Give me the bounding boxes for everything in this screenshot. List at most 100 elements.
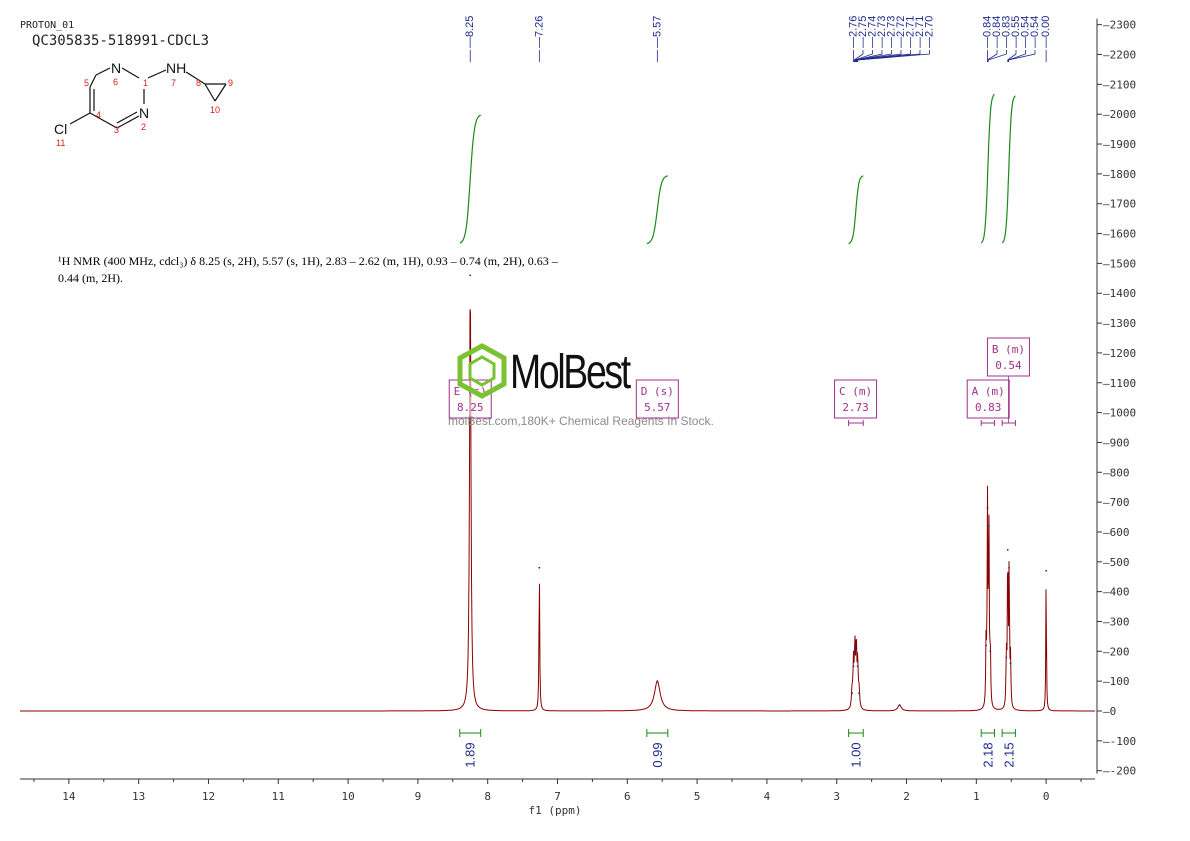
peak-top-2 — [656, 680, 659, 683]
peak-top-6 — [855, 647, 858, 650]
multiplet-label-2: C (m) — [839, 385, 872, 398]
molbest-logo-icon — [457, 343, 507, 399]
y-tick-label-4: —200 — [1103, 645, 1130, 658]
integral-curve-3 — [980, 93, 995, 244]
y-tick-label-20: —1800 — [1103, 168, 1136, 181]
peak-label-connector-7 — [855, 50, 892, 62]
atom-nh7: NH — [166, 60, 186, 76]
peak-top-13 — [989, 650, 992, 653]
y-tick-label-21: —1900 — [1103, 138, 1136, 151]
peak-label-8: —2.72 — [895, 16, 907, 48]
x-tick-label-4: 10 — [341, 790, 354, 803]
peak-top-12 — [987, 525, 990, 527]
multiplet-box-1 — [635, 379, 679, 419]
x-tick-label-1: 13 — [132, 790, 145, 803]
x-tick-label-9: 5 — [694, 790, 701, 803]
peak-top-16 — [1008, 566, 1011, 569]
peak-label-15: —0.55 — [1010, 16, 1022, 48]
y-tick-label-25: —2300 — [1103, 19, 1136, 32]
y-tick-label-24: —2200 — [1103, 49, 1136, 62]
peak-label-13: —0.84 — [991, 16, 1003, 48]
peak-label-connector-16 — [1008, 50, 1026, 62]
integration-bars: 1.89 0.99 1.00 2.18 2.15 — [459, 729, 1016, 768]
peak-label-connector-13 — [987, 50, 998, 62]
y-tick-label-5: —300 — [1103, 615, 1130, 628]
x-tick-label-12: 2 — [903, 790, 910, 803]
atom-number-8: 8 — [196, 78, 201, 88]
y-tick-label-0: —-200 — [1103, 765, 1136, 778]
y-tick-label-10: —800 — [1103, 466, 1130, 479]
y-tick-label-1: —-100 — [1103, 735, 1136, 748]
multiplet-shift-3: 0.83 — [975, 401, 1002, 414]
y-tick-label-7: —500 — [1103, 556, 1130, 569]
integral-curve-1 — [646, 175, 668, 245]
peak-top-7 — [856, 665, 859, 668]
peak-label-connector-10 — [856, 50, 921, 62]
y-tick-label-17: —1500 — [1103, 257, 1136, 270]
x-tick-label-8: 6 — [624, 790, 631, 803]
spectrum-line — [20, 309, 1095, 712]
y-tick-label-11: —900 — [1103, 436, 1130, 449]
watermark-tagline: molBest.com,180K+ Chemical Reagents In S… — [448, 414, 714, 428]
atom-n2: N — [139, 105, 149, 121]
x-tick-label-2: 12 — [202, 790, 215, 803]
peak-top-5 — [853, 650, 856, 653]
x-tick-label-13: 1 — [973, 790, 980, 803]
integration-value-0: 1.89 — [463, 742, 478, 767]
peak-label-17: —0.54 — [1029, 16, 1041, 48]
y-tick-label-2: —0 — [1103, 705, 1116, 718]
atom-number-3: 3 — [114, 125, 119, 135]
peak-top-14 — [1005, 656, 1008, 659]
x-tick-label-5: 9 — [415, 790, 422, 803]
atom-number-7: 7 — [171, 78, 176, 88]
integral-curve-2 — [848, 175, 864, 245]
y-tick-label-19: —1700 — [1103, 198, 1136, 211]
peak-label-14: —0.83 — [1001, 16, 1013, 48]
y-tick-label-15: —1300 — [1103, 317, 1136, 330]
atom-number-10: 10 — [210, 105, 220, 115]
peak-top-17 — [1009, 662, 1012, 665]
peak-label-16: —0.54 — [1020, 16, 1032, 48]
integration-value-3: 2.18 — [980, 742, 995, 767]
x-axis: 14 13 12 11 10 9 8 7 6 5 4 3 2 1 0 — [20, 778, 1095, 803]
integration-value-2: 1.00 — [848, 742, 863, 767]
x-tick-label-6: 8 — [484, 790, 491, 803]
peak-label-connector-14 — [987, 50, 1007, 62]
spectrum-layer — [20, 274, 1095, 712]
x-tick-label-7: 7 — [554, 790, 561, 803]
x-tick-label-14: 0 — [1043, 790, 1050, 803]
sample-name: QC305835-518991-CDCL3 — [32, 33, 210, 49]
peak-top-10 — [985, 644, 988, 647]
atom-cl11: Cl — [54, 121, 67, 137]
peak-labels: —8.25 —7.26 —5.57 —2.76—2.75—2.74—2.73—2.73… — [464, 16, 1052, 62]
peak-label-2: —5.57 — [651, 16, 663, 48]
x-tick-label-11: 3 — [833, 790, 840, 803]
y-tick-label-13: —1100 — [1103, 377, 1136, 390]
multiplet-box-4 — [986, 337, 1030, 377]
integration-value-1: 0.99 — [650, 742, 665, 767]
multiplet-shift-0: 8.25 — [457, 401, 484, 414]
peak-label-5: —2.74 — [866, 16, 878, 48]
peak-top-9 — [898, 704, 901, 706]
peak-label-connector-8 — [855, 50, 902, 62]
peak-label-6: —2.73 — [876, 16, 888, 48]
y-tick-label-3: —100 — [1103, 675, 1130, 688]
nmr-description-line-1: ¹H NMR (400 MHz, cdcl₃) δ 8.25 (s, 2H), … — [58, 254, 558, 268]
peak-top-1 — [538, 566, 541, 569]
x-axis-title: f1 (ppm) — [529, 804, 582, 817]
peak-label-1: —7.26 — [533, 16, 545, 48]
x-tick-label-0: 14 — [62, 790, 76, 803]
nmr-description: ¹H NMR (400 MHz, cdcl₃) δ 8.25 (s, 2H), … — [58, 253, 618, 287]
atom-number-5: 5 — [84, 78, 89, 88]
atom-number-11: 11 — [56, 138, 65, 148]
atom-number-4: 4 — [96, 110, 101, 120]
atom-number-9: 9 — [228, 78, 233, 88]
peak-label-connector-11 — [857, 50, 930, 62]
y-tick-label-16: —1400 — [1103, 287, 1136, 300]
atom-number-6: 6 — [113, 77, 118, 87]
peak-top-15 — [1006, 548, 1009, 551]
peak-label-7: —2.73 — [885, 16, 897, 48]
peak-top-11 — [986, 507, 989, 509]
y-tick-label-18: —1600 — [1103, 228, 1136, 241]
multiplet-label-4: B (m) — [992, 343, 1025, 356]
